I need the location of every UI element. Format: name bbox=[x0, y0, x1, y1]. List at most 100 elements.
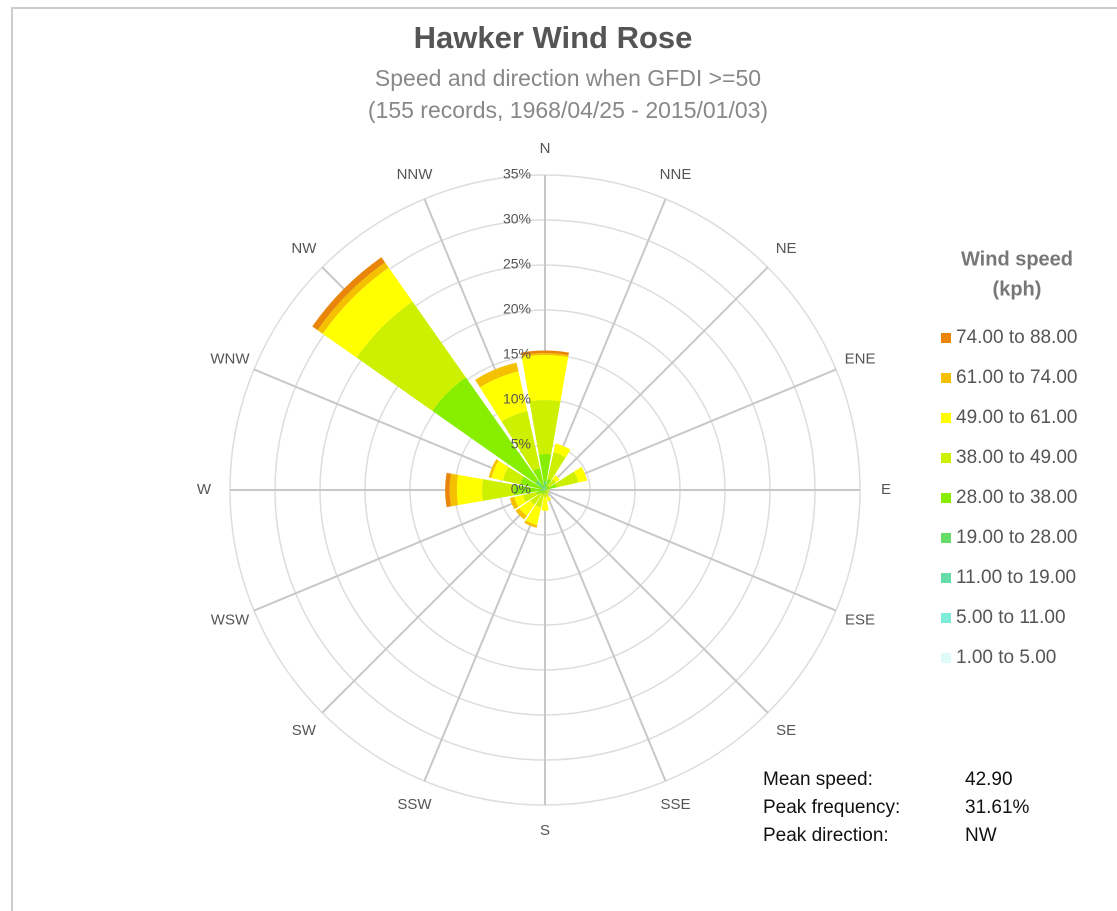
wedge bbox=[530, 492, 543, 505]
direction-label: NNW bbox=[397, 166, 434, 183]
wedge bbox=[529, 399, 561, 455]
wedge bbox=[538, 454, 552, 482]
r-tick-label: 20% bbox=[503, 301, 531, 317]
spoke bbox=[544, 198, 667, 491]
direction-label: NW bbox=[291, 240, 317, 257]
wedge bbox=[541, 497, 549, 511]
r-tick-label: 25% bbox=[503, 256, 531, 272]
wedge bbox=[554, 471, 579, 488]
wedge bbox=[545, 488, 548, 490]
legend-swatch bbox=[941, 493, 951, 503]
legend-label: 28.00 to 38.00 bbox=[956, 487, 1078, 508]
direction-label: SE bbox=[776, 722, 796, 739]
spoke bbox=[544, 489, 667, 782]
direction-label: NE bbox=[776, 240, 797, 257]
wedge bbox=[552, 475, 560, 483]
wedge bbox=[432, 377, 539, 484]
wedge bbox=[519, 500, 535, 516]
spoke bbox=[544, 489, 837, 612]
legend-swatch bbox=[941, 653, 951, 663]
wedge bbox=[547, 483, 557, 490]
stat-label: Peak direction: bbox=[763, 825, 889, 846]
stat-label: Peak frequency: bbox=[763, 797, 900, 818]
wedge bbox=[546, 496, 552, 502]
legend-label: 5.00 to 11.00 bbox=[956, 607, 1066, 628]
legend-title: (kph) bbox=[993, 278, 1042, 300]
wedge bbox=[545, 487, 547, 490]
direction-label: E bbox=[881, 481, 891, 498]
wedge bbox=[317, 262, 389, 334]
stat-value: 42.90 bbox=[965, 769, 1013, 790]
legend-label: 49.00 to 61.00 bbox=[956, 407, 1078, 428]
stat-value: 31.61% bbox=[965, 797, 1030, 818]
legend-title: Wind speed bbox=[961, 248, 1073, 270]
wedge bbox=[540, 489, 545, 491]
wedge bbox=[449, 473, 459, 507]
wedge bbox=[546, 491, 549, 494]
chart-subtitle: Speed and direction when GFDI >=50 bbox=[375, 65, 761, 91]
wedge bbox=[482, 479, 514, 501]
wedge bbox=[573, 466, 588, 483]
wedge bbox=[541, 490, 545, 494]
direction-label: ESE bbox=[845, 611, 875, 628]
wedge bbox=[488, 459, 499, 479]
chart-title: Hawker Wind Rose bbox=[414, 20, 693, 55]
legend-label: 11.00 to 19.00 bbox=[956, 567, 1076, 588]
legend-label: 19.00 to 28.00 bbox=[956, 527, 1078, 548]
wedge bbox=[525, 505, 542, 526]
direction-label: NNE bbox=[660, 166, 692, 183]
wedge bbox=[521, 355, 569, 402]
wedge bbox=[322, 267, 413, 358]
legend-swatch bbox=[941, 453, 951, 463]
r-tick-label: 15% bbox=[503, 346, 531, 362]
legend-swatch bbox=[941, 413, 951, 423]
stat-label: Mean speed: bbox=[763, 769, 873, 790]
wedge bbox=[535, 493, 545, 508]
spoke bbox=[544, 266, 769, 491]
legend-swatch bbox=[941, 333, 951, 343]
legend-swatch bbox=[941, 533, 951, 543]
wedge bbox=[545, 490, 547, 491]
legend-swatch bbox=[941, 373, 951, 383]
r-tick-label: 35% bbox=[503, 166, 531, 182]
wedge bbox=[543, 480, 547, 490]
wedge bbox=[544, 490, 546, 493]
wedge bbox=[547, 478, 557, 488]
wedge bbox=[475, 362, 519, 388]
spoke bbox=[321, 489, 546, 714]
wedge bbox=[514, 494, 527, 507]
r-tick-label: 30% bbox=[503, 211, 531, 227]
wedge bbox=[543, 492, 547, 498]
legend-label: 61.00 to 74.00 bbox=[956, 367, 1078, 388]
direction-label: N bbox=[540, 140, 551, 157]
wedge bbox=[542, 488, 545, 490]
spoke bbox=[423, 489, 546, 782]
wedge bbox=[513, 484, 541, 496]
wedge bbox=[545, 489, 547, 491]
legend-label: 1.00 to 5.00 bbox=[956, 647, 1056, 668]
wedge bbox=[521, 353, 569, 358]
wedge bbox=[553, 443, 571, 458]
direction-label: SW bbox=[292, 722, 317, 739]
direction-label: S bbox=[540, 822, 550, 839]
wedge bbox=[545, 478, 552, 488]
direction-label: W bbox=[197, 481, 212, 498]
legend-swatch bbox=[941, 613, 951, 623]
wedge bbox=[532, 468, 545, 487]
spoke bbox=[544, 489, 769, 714]
direction-label: SSW bbox=[397, 796, 432, 813]
wedge bbox=[515, 508, 527, 520]
legend-label: 74.00 to 88.00 bbox=[956, 327, 1078, 348]
r-tick-label: 5% bbox=[511, 436, 531, 452]
wedge bbox=[545, 492, 549, 498]
wedge bbox=[356, 301, 466, 411]
wedge bbox=[547, 452, 566, 481]
wedge bbox=[502, 466, 524, 485]
legend-swatch bbox=[941, 573, 951, 583]
legend-label: 38.00 to 49.00 bbox=[956, 447, 1078, 468]
wedge bbox=[545, 490, 547, 493]
wedge bbox=[545, 486, 549, 490]
wedge bbox=[509, 496, 519, 510]
